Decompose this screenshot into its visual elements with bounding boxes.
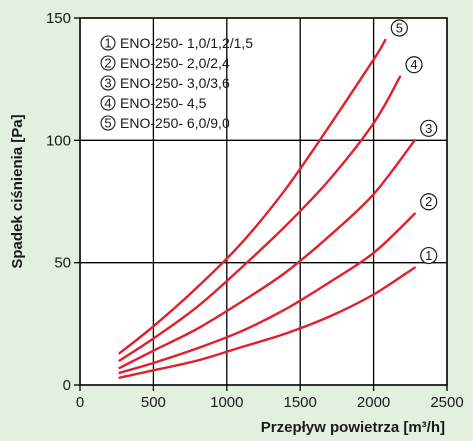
- legend-entry: ENO-250- 2,0/2,4: [120, 55, 230, 71]
- y-tick-label: 100: [46, 132, 71, 149]
- x-tick-label: 1500: [284, 394, 317, 411]
- legend: 1 ENO-250- 1,0/1,2/1,52 ENO-250- 2,0/2,43 E…: [100, 35, 253, 131]
- plot-frame: [79, 17, 448, 386]
- legend-entry: ENO-250- 6,0/9,0: [120, 115, 230, 131]
- legend-marker-circle: [100, 75, 116, 91]
- y-tick-label: 50: [54, 255, 71, 272]
- legend-marker-circle: [100, 95, 116, 111]
- series-line-4: [118, 75, 402, 362]
- curve-markers: 1 2 3 4 5: [390, 19, 438, 265]
- x-tick-label: 1000: [210, 394, 243, 411]
- x-tick-label: 500: [141, 394, 166, 411]
- curve-marker-label: 2: [425, 194, 432, 209]
- series-lines: [118, 38, 416, 379]
- series-line-5: [118, 38, 387, 355]
- x-tick-label: 0: [76, 394, 84, 411]
- x-tick-label: 2000: [357, 394, 390, 411]
- series-line-2: [118, 212, 416, 374]
- curve-marker-circle: [390, 19, 408, 37]
- curve-marker-label: 3: [425, 121, 432, 136]
- curve-marker-circle: [420, 246, 438, 265]
- series-line-3: [118, 139, 416, 370]
- series-line-1: [118, 266, 416, 379]
- legend-marker-number: 2: [104, 56, 111, 71]
- x-axis-title: Przepływ powietrza [m³/h]: [261, 419, 445, 436]
- y-tick-label: 0: [63, 377, 71, 394]
- legend-marker-circle: [100, 35, 116, 51]
- curve-marker-circle: [405, 56, 423, 74]
- curve-marker-label: 1: [425, 248, 432, 263]
- legend-marker-number: 5: [104, 116, 111, 131]
- curve-marker-circle: [420, 119, 438, 137]
- legend-entry: ENO-250- 1,0/1,2/1,5: [120, 35, 253, 51]
- grid: [80, 18, 447, 385]
- legend-marker-number: 3: [104, 76, 111, 91]
- axes: [74, 17, 448, 391]
- legend-marker-number: 1: [104, 36, 111, 51]
- curve-marker-label: 5: [396, 21, 403, 36]
- tick-labels: 0 500 1000 1500 2000 2500 0 50 100 150: [46, 10, 464, 411]
- x-tick-label: 2500: [430, 394, 463, 411]
- y-axis-title: Spadek ciśnienia [Pa]: [9, 114, 26, 268]
- legend-marker-circle: [100, 115, 116, 131]
- curve-marker-label: 4: [410, 57, 417, 72]
- y-tick-label: 150: [46, 10, 71, 27]
- legend-entry: ENO-250- 3,0/3,6: [120, 75, 230, 91]
- legend-marker-circle: [100, 55, 116, 71]
- curve-marker-circle: [420, 193, 438, 211]
- plot-area: [80, 18, 447, 385]
- legend-marker-number: 4: [104, 96, 111, 111]
- legend-entry: ENO-250- 4,5: [120, 95, 207, 111]
